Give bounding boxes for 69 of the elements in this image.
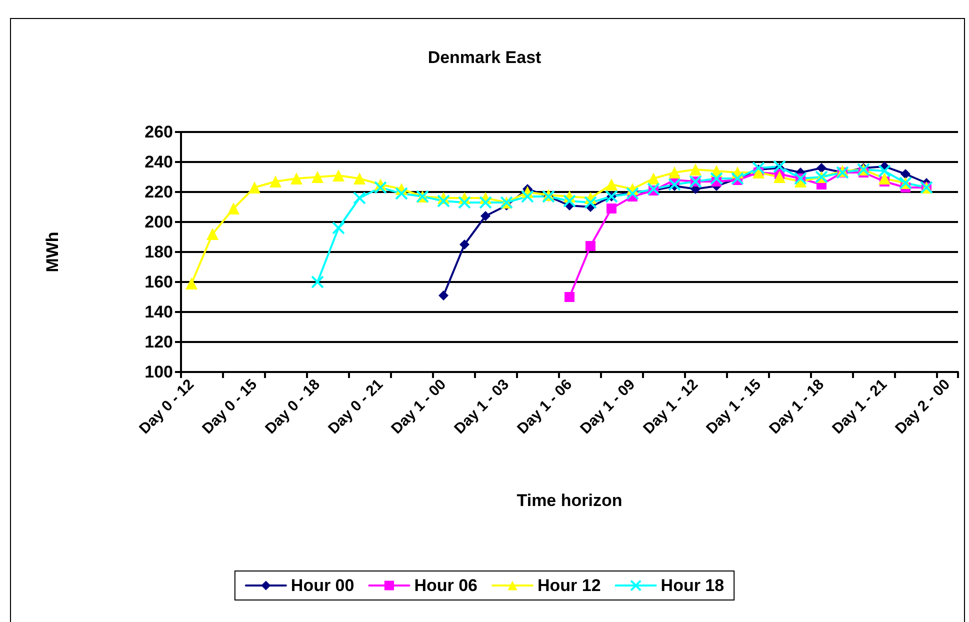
point — [354, 172, 366, 184]
point — [248, 182, 260, 194]
x-tick-label: Day 1 - 03 — [451, 376, 513, 438]
point — [460, 240, 470, 250]
point — [752, 162, 765, 174]
point — [437, 194, 450, 208]
y-tick-label: 160 — [144, 272, 173, 292]
point — [186, 278, 198, 290]
point — [312, 171, 324, 183]
y-tick-label: 240 — [144, 152, 173, 172]
x-tick-label: Day 1 - 18 — [766, 376, 828, 438]
point — [774, 171, 786, 183]
point — [606, 204, 616, 214]
point — [206, 228, 218, 240]
x-tick-label: Day 0 - 21 — [325, 376, 387, 438]
y-tick-label: 260 — [144, 122, 173, 142]
x-tick-label: Day 1 - 12 — [640, 376, 702, 438]
y-tick-label: 100 — [144, 362, 173, 382]
point — [668, 166, 680, 178]
x-tick-label: Day 1 - 15 — [703, 376, 765, 438]
point — [690, 164, 702, 176]
x-tick-label: Day 2 - 00 — [892, 376, 954, 438]
chart-title: Denmark East — [428, 48, 542, 67]
point — [668, 178, 681, 191]
legend-label: Hour 18 — [660, 576, 724, 595]
point — [710, 172, 723, 185]
point — [900, 169, 910, 179]
point — [584, 196, 597, 209]
point — [228, 202, 240, 214]
x-tick-label: Day 0 - 18 — [262, 376, 324, 438]
point — [816, 163, 826, 173]
y-tick-label: 220 — [144, 182, 173, 202]
x-tick-label: Day 1 - 09 — [577, 376, 639, 438]
point — [395, 187, 408, 200]
x-tick-label: Day 1 - 21 — [829, 376, 891, 438]
x-axis-title: Time horizon — [516, 491, 622, 510]
legend-label: Hour 12 — [538, 576, 601, 595]
x-tick-label: Day 1 - 06 — [514, 376, 576, 438]
point — [878, 164, 891, 178]
point — [374, 181, 387, 194]
point — [564, 292, 574, 302]
point — [332, 170, 344, 182]
point — [479, 196, 492, 209]
point — [878, 172, 890, 184]
point — [311, 276, 324, 288]
point — [270, 176, 282, 188]
point — [353, 192, 366, 204]
point — [458, 196, 471, 209]
point — [626, 187, 639, 200]
point — [521, 190, 534, 203]
point — [586, 241, 596, 251]
point — [438, 290, 448, 300]
point — [563, 194, 576, 208]
y-tick-label: 140 — [144, 302, 173, 322]
point — [332, 222, 345, 234]
legend-label: Hour 00 — [290, 576, 354, 595]
y-tick-label: 200 — [144, 212, 173, 232]
y-tick-label: 120 — [144, 332, 173, 352]
point — [480, 211, 490, 221]
y-axis-title: MWh — [43, 232, 62, 272]
point — [648, 172, 660, 184]
point — [606, 178, 618, 190]
point — [647, 182, 660, 196]
point — [290, 172, 302, 184]
point — [773, 160, 786, 173]
x-tick-label: Day 1 - 00 — [388, 376, 450, 438]
legend-label: Hour 06 — [414, 576, 478, 595]
y-tick-label: 180 — [144, 242, 173, 262]
x-tick-label: Day 0 - 15 — [199, 376, 261, 438]
